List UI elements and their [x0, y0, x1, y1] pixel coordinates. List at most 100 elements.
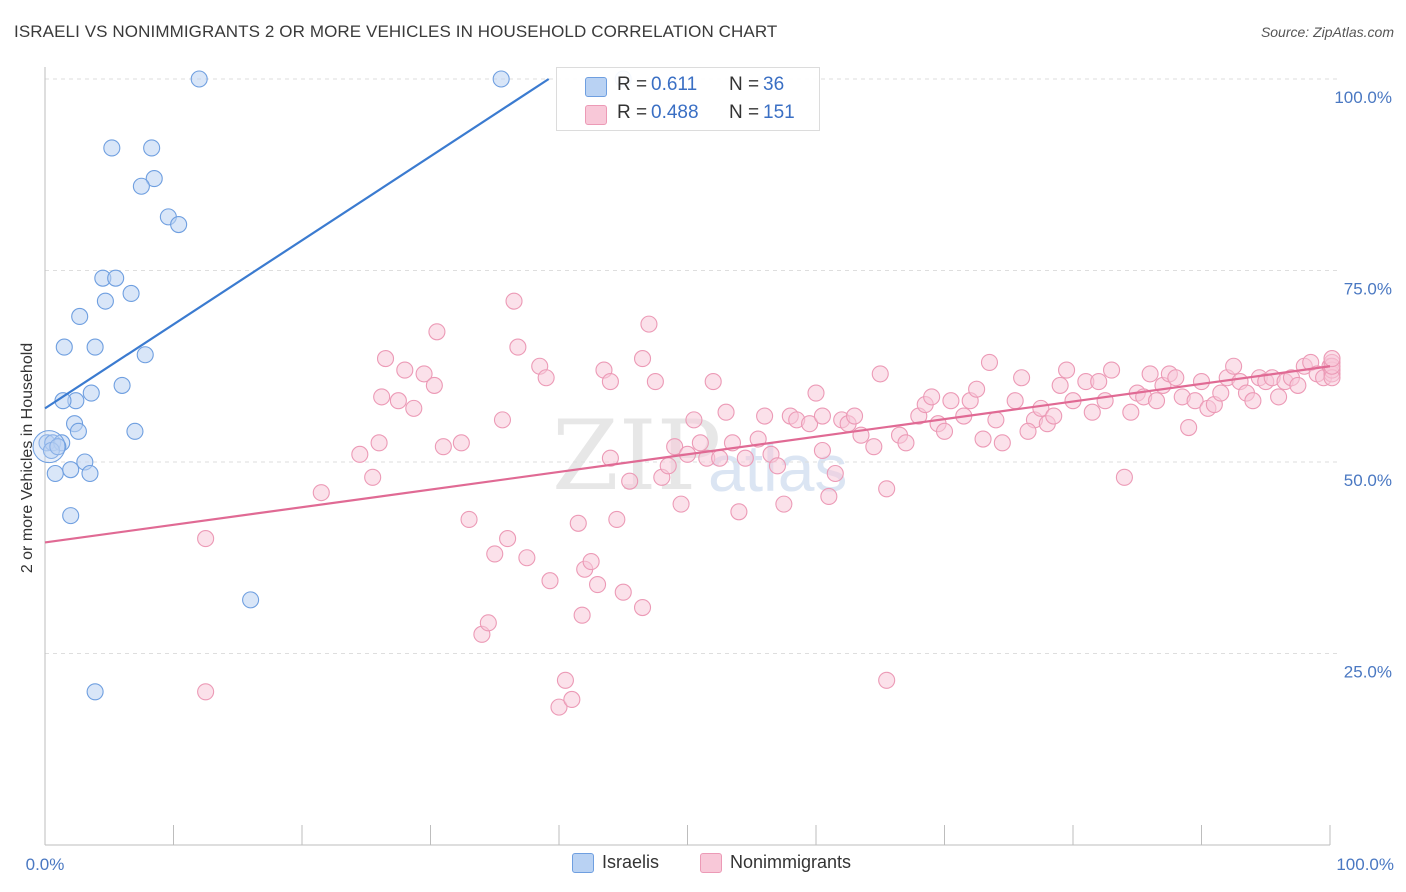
- nonimmigrants-point: [563, 690, 581, 709]
- r-value: 0.611: [651, 74, 698, 95]
- israelis-point: [62, 461, 80, 479]
- nonimmigrants-point: [923, 388, 941, 406]
- nonimmigrants-point: [646, 373, 664, 391]
- nonimmigrants-point: [775, 495, 793, 513]
- nonimmigrants-point: [486, 545, 504, 563]
- nonimmigrants-point: [373, 388, 391, 406]
- nonimmigrants-point: [878, 480, 896, 498]
- nonimmigrants-point: [768, 457, 787, 475]
- chart-title: ISRAELI VS NONIMMIGRANTS 2 OR MORE VEHIC…: [14, 22, 778, 41]
- r-label: R =: [617, 74, 648, 95]
- nonimmigrants-point: [541, 572, 559, 590]
- nonimmigrants-point: [1090, 373, 1108, 391]
- nonimmigrants-point: [685, 411, 703, 429]
- israelis-point: [86, 338, 104, 356]
- israelis-point: [113, 376, 131, 394]
- r-label: R =: [617, 102, 648, 123]
- nonimmigrants-point: [974, 430, 992, 448]
- nonimmigrants-point: [807, 384, 825, 402]
- nonimmigrants-point: [756, 407, 774, 425]
- tick-labels: 25.0% 50.0% 75.0% 100.0% 0.0% 100.0%: [26, 88, 1394, 874]
- nonimmigrants-point: [820, 487, 838, 506]
- israelis-point: [71, 307, 89, 326]
- y-tick-label: 50.0%: [1344, 471, 1392, 490]
- nonimmigrants-point: [1225, 357, 1243, 375]
- nonimmigrants-point: [197, 683, 215, 701]
- nonimmigrants-point: [505, 292, 523, 310]
- nonimmigrants-point: [878, 671, 896, 689]
- nonimmigrants-point: [396, 361, 414, 379]
- nonimmigrants-point: [1192, 373, 1211, 391]
- legend-label-nonimmigrants: Nonimmigrants: [730, 852, 852, 872]
- israelis-point: [170, 215, 188, 234]
- nonimmigrants-point: [1167, 369, 1185, 387]
- nonimmigrants-point: [980, 353, 999, 371]
- nonimmigrants-point: [509, 338, 527, 356]
- nonimmigrants-point: [1051, 376, 1069, 394]
- nonimmigrants-point: [704, 373, 722, 391]
- nonimmigrants-point: [633, 350, 652, 368]
- nonimmigrants-point: [1096, 392, 1114, 410]
- nonimmigrants-point: [601, 373, 619, 391]
- israelis-point: [96, 292, 114, 310]
- nonimmigrants-point: [942, 392, 960, 410]
- nonimmigrants-point: [1186, 392, 1204, 410]
- n-value: 151: [763, 102, 795, 123]
- nonimmigrants-point: [493, 411, 512, 429]
- israelis-point: [69, 422, 87, 440]
- n-label: N =: [729, 74, 760, 95]
- nonimmigrants-point: [405, 399, 423, 417]
- nonimmigrants-point: [499, 530, 517, 548]
- nonimmigrants-point: [871, 365, 889, 383]
- nonimmigrants-point: [582, 553, 600, 571]
- nonimmigrants-point: [640, 315, 658, 333]
- nonimmigrants-point: [1083, 403, 1101, 421]
- nonimmigrants-point: [691, 434, 709, 452]
- nonimmigrants-point: [415, 365, 433, 383]
- nonimmigrants-point: [730, 503, 748, 521]
- israelis-point: [81, 464, 99, 483]
- nonimmigrants-point: [621, 472, 639, 490]
- grid-lines: [45, 78, 1340, 654]
- nonimmigrants-legend-swatch: [700, 853, 722, 873]
- nonimmigrants-point: [845, 407, 864, 425]
- stats-legend: R = 0.611 N = 36 R = 0.488 N = 151: [556, 67, 820, 131]
- nonimmigrants-point: [312, 484, 330, 502]
- nonimmigrants-point: [633, 598, 652, 617]
- israelis-point: [242, 591, 260, 609]
- data-points: [32, 70, 1341, 716]
- nonimmigrants-point: [452, 434, 470, 452]
- nonimmigrants-point: [1323, 350, 1341, 368]
- israelis-point: [132, 177, 150, 195]
- nonimmigrants-point: [1103, 361, 1121, 379]
- nonimmigrants-point: [608, 510, 626, 529]
- nonimmigrants-point: [1147, 392, 1166, 410]
- nonimmigrants-point: [1212, 384, 1230, 402]
- nonimmigrants-point: [364, 468, 382, 486]
- nonimmigrants-point: [1122, 403, 1140, 421]
- nonimmigrants-point: [556, 671, 574, 689]
- nonimmigrants-point: [1141, 365, 1159, 383]
- nonimmigrants-point: [537, 369, 555, 387]
- nonimmigrants-point: [376, 350, 395, 368]
- nonimmigrants-point: [370, 434, 388, 452]
- nonimmigrants-point: [588, 576, 607, 594]
- israelis-legend-swatch: [572, 853, 594, 873]
- nonimmigrants-point: [659, 457, 677, 475]
- n-label: N =: [729, 102, 760, 123]
- israelis-point: [103, 139, 121, 157]
- israelis-point: [55, 338, 73, 356]
- nonimmigrants-point: [1270, 388, 1288, 406]
- nonimmigrants-point: [711, 449, 729, 467]
- israelis-point: [62, 507, 80, 525]
- y-tick-label: 25.0%: [1344, 663, 1392, 682]
- israelis-point: [82, 384, 100, 402]
- nonimmigrants-point: [573, 606, 591, 624]
- chart-source: Source: ZipAtlas.com: [1260, 24, 1394, 40]
- nonimmigrants-point: [1289, 376, 1307, 394]
- israelis-point: [86, 683, 104, 701]
- israelis-point: [32, 430, 66, 464]
- legend-label-israelis: Israelis: [602, 852, 660, 872]
- nonimmigrants-swatch: [585, 105, 607, 125]
- nonimmigrants-point: [460, 510, 478, 529]
